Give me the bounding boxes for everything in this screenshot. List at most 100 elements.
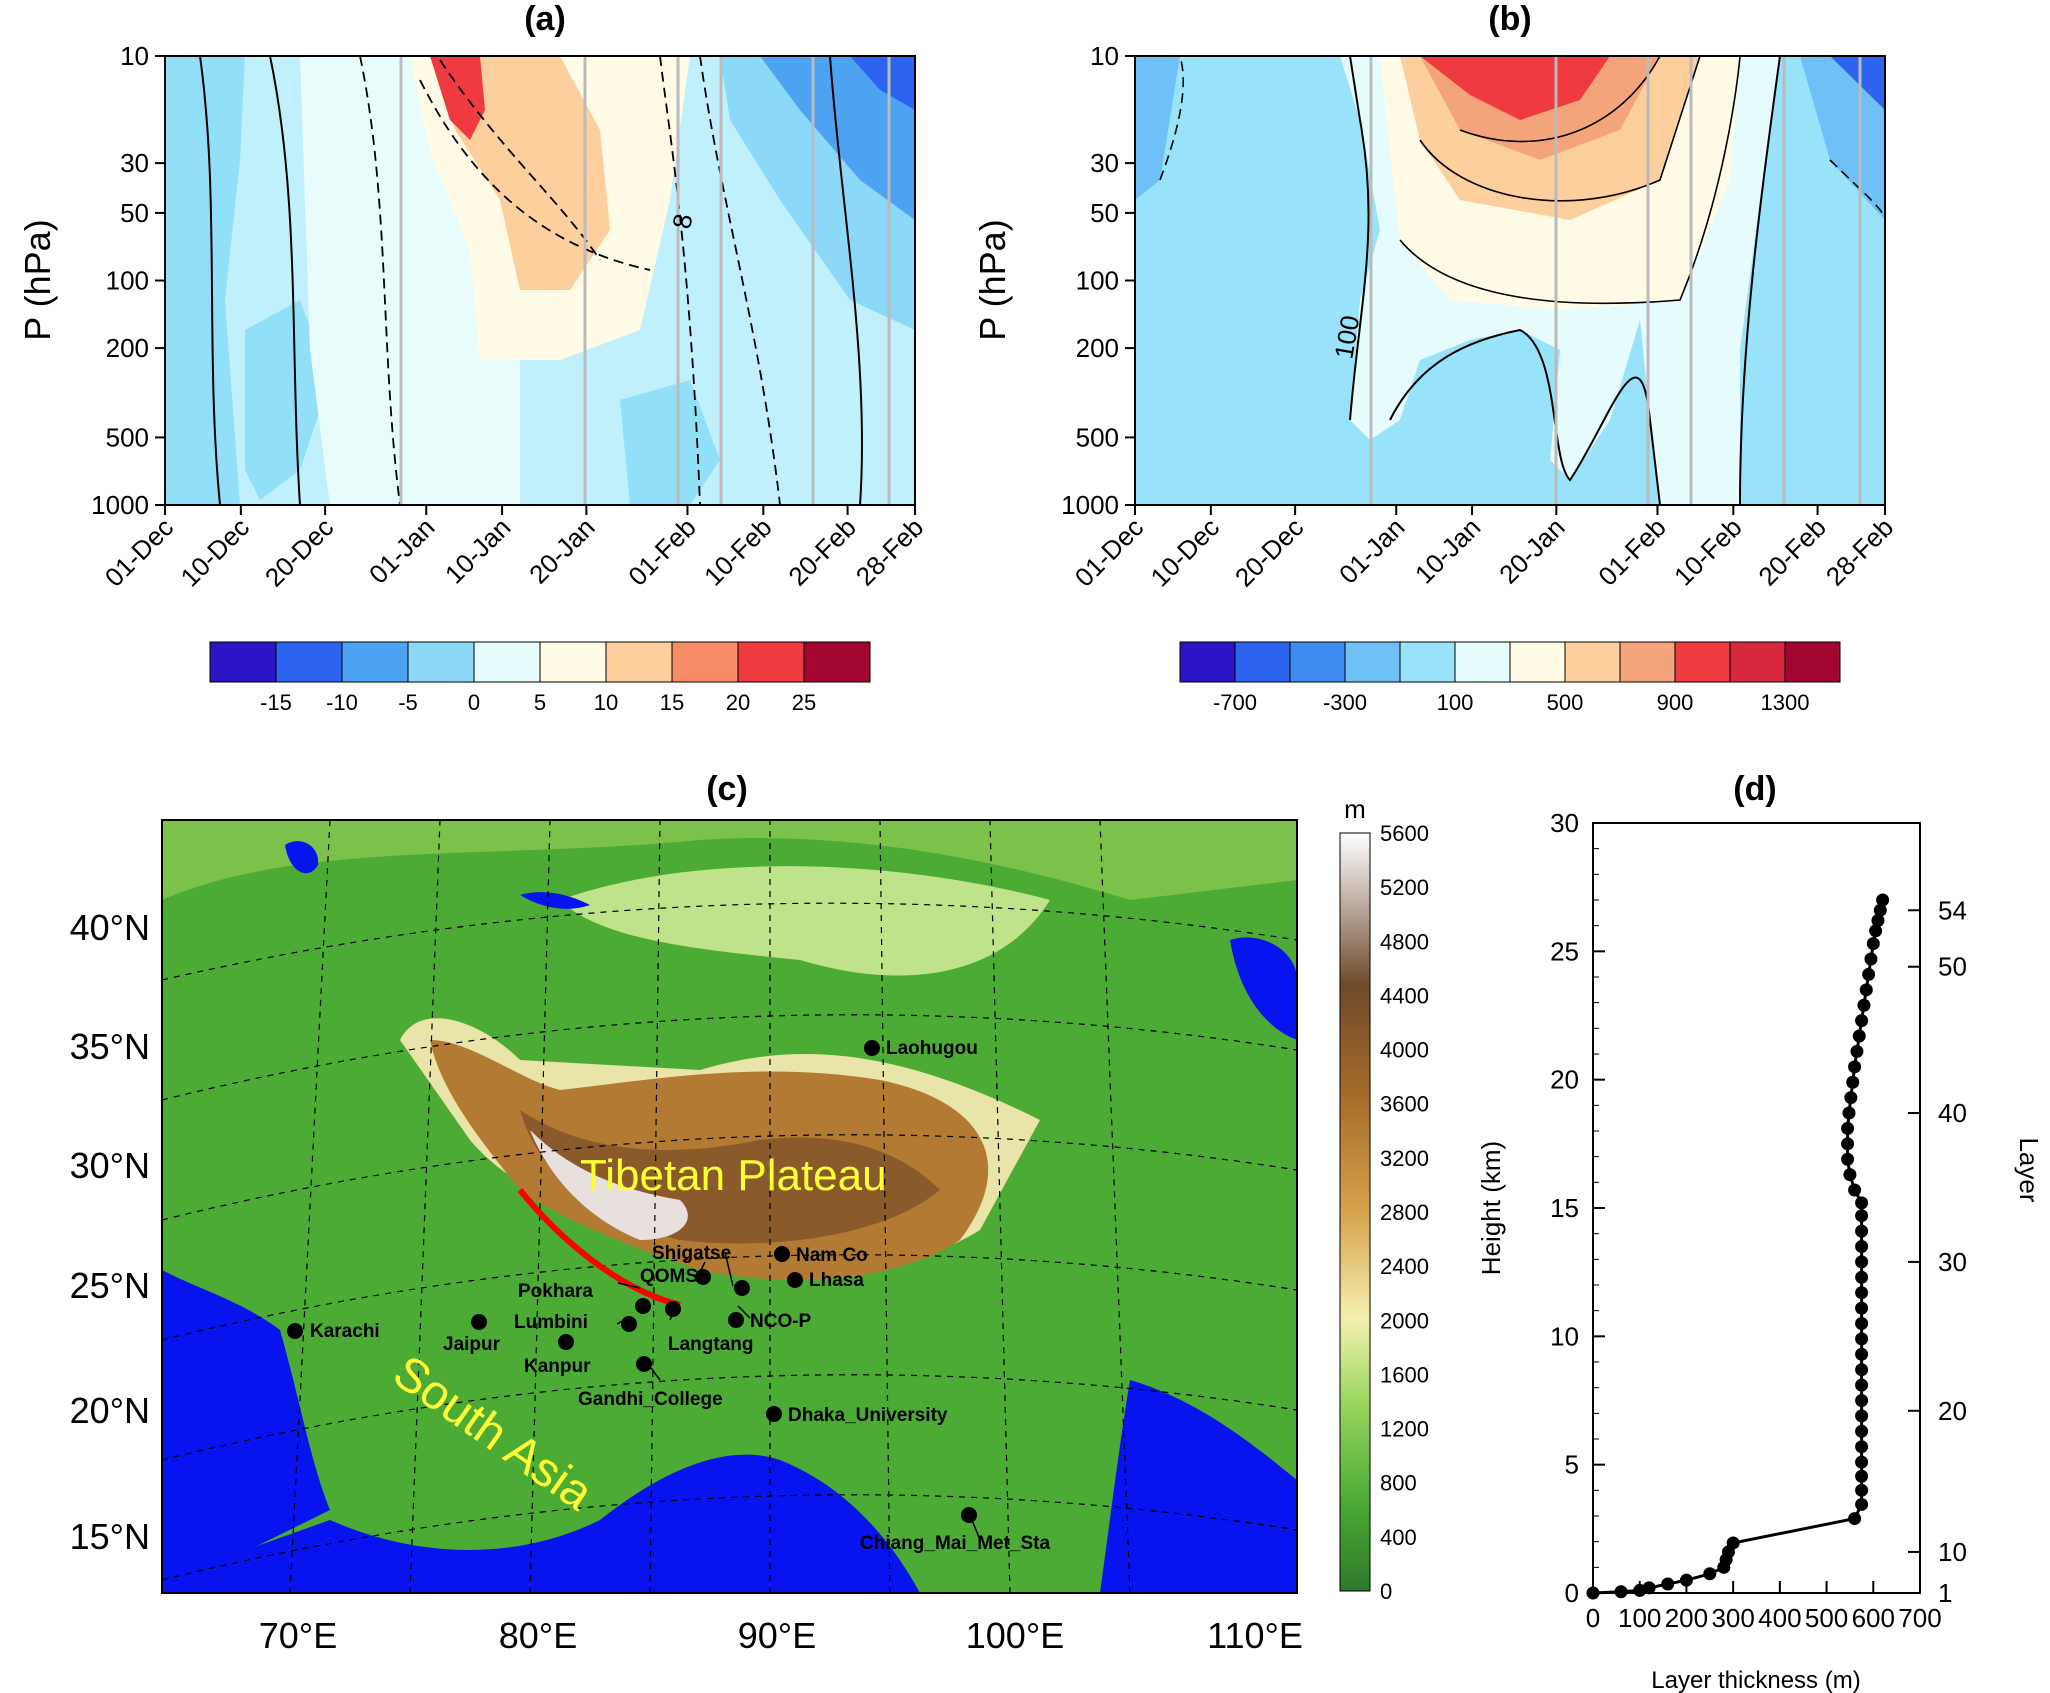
station-label: QOMS [640,1266,698,1287]
elevation-tick-label: 0 [1380,1579,1392,1604]
profile-point [1679,1573,1693,1587]
panel_b-ytick-label: 500 [1076,422,1119,452]
profile-point [1842,1106,1856,1120]
layer-tick-label: 54 [1938,895,1967,925]
panel-c: (c) [70,770,1429,1656]
latitude-label: 35°N [70,1026,150,1067]
layer-tick-label: 50 [1938,952,1967,982]
panel_a-ytick-label: 10 [120,41,149,71]
profile-point [1703,1567,1717,1581]
panel_b-xtick-label: 01-Feb [1592,512,1671,591]
panel_b-colorbar-bin [1564,641,1621,683]
panel_a-colorbar-bin [605,641,673,683]
thickness-tick-label: 700 [1898,1603,1941,1633]
profile-point [1855,1497,1869,1511]
profile-point [1841,1137,1855,1151]
panel-a-contour [199,56,221,505]
panel-d-ylabel: Height (km) [1476,1141,1506,1275]
panel-d-xlabel: Layer thickness (m) [1651,1667,1860,1693]
elevation-tick-label: 2800 [1380,1200,1429,1225]
profile-point [1855,1301,1869,1315]
panel-d-right-label: Layer [2014,1137,2044,1202]
profile-points [1586,893,1890,1600]
panel-b-contour-label: 100 [1328,313,1365,361]
profile-point [1866,937,1880,951]
profile-point [1855,1394,1869,1407]
panel-b: (b) 100 [972,0,1899,715]
panel-b-ylabel: P (hPa) [972,219,1013,340]
height-tick-label: 25 [1550,936,1579,966]
thickness-tick-label: 300 [1711,1603,1754,1633]
profile-point [1848,1183,1862,1197]
latitude-label: 30°N [70,1145,150,1186]
panel_a-xtick-label: 01-Feb [622,512,701,591]
station-dot [787,1272,803,1288]
elevation-colorbar [1339,832,1371,1592]
panel_b-colorbar-bin [1619,641,1676,683]
panel_b-ytick-label: 100 [1076,266,1119,296]
station-label: Kanpur [524,1356,591,1377]
panel-c-frame [161,819,1298,1594]
panel-a: (a) [17,0,929,715]
map-terrain-north [162,820,1297,900]
profile-point [1855,1332,1869,1346]
height-tick-label: 30 [1550,808,1579,838]
station-leader-lines [616,1251,981,1541]
profile-point [1855,1255,1869,1269]
layer-tick-label: 40 [1938,1098,1967,1128]
profile-point [1841,1121,1855,1135]
thickness-tick-label: 400 [1758,1603,1801,1633]
panel_a-colorbar-bin [803,641,871,683]
station-dot [665,1301,681,1317]
station-label: Shigatse [652,1243,731,1264]
panel_b-xtick-label: 01-Jan [1333,512,1410,589]
profile-point [1855,1424,1869,1438]
profile-point [1855,1440,1869,1454]
profile-point [1855,1240,1869,1253]
elevation-tick-label: 400 [1380,1525,1417,1550]
thickness-tick-label: 500 [1805,1603,1848,1633]
panel_a-xtick-label: 20-Dec [259,512,339,592]
elevation-tick-label: 2000 [1380,1308,1429,1333]
station-label: NCO-P [750,1311,812,1332]
profile-point [1844,1091,1858,1105]
profile-point [1661,1577,1675,1591]
panel_a-ytick-label: 50 [120,198,149,228]
panel_a-xtick-label: 01-Dec [99,512,179,592]
panel_b-colorbar-label: -300 [1323,690,1367,715]
elevation-tick-label: 5200 [1380,875,1429,900]
profile-point [1855,1209,1869,1223]
profile-point [1642,1581,1656,1595]
map-aral-sea [285,841,319,874]
panel_b-xtick-label: 28-Feb [1820,512,1899,591]
panel-a-contour [419,79,651,271]
profile-point [1855,1347,1869,1361]
panel-a-colorbar: -15 -10 -5 0 5 10 15 20 25 [209,641,871,715]
panel-b-contour [1829,159,1885,221]
height-tick-label: 15 [1550,1193,1579,1223]
station-dot [734,1280,750,1296]
profile-point [1848,1512,1862,1526]
panel_a-ytick-label: 30 [120,148,149,178]
panel_a-colorbar-label: 0 [468,690,480,715]
layer-tick-label: 1 [1938,1578,1952,1608]
map-terrain-tarim [560,866,1050,976]
panel-b-contour [1349,56,1370,421]
profile-point [1855,1378,1869,1392]
panel_b-colorbar-bin [1509,641,1566,683]
panel_a-colorbar-label: -5 [398,690,418,715]
panel-b-contour [1459,56,1661,143]
elevation-tick-label: 1600 [1380,1362,1429,1387]
station-label: Pokhara [518,1281,593,1302]
panel_b-colorbar-bin [1289,641,1346,683]
panel-d-thickness-ticks: 0 100 200 300 400 500 600 700 [1586,1581,1942,1633]
panel_b-colorbar-bin [1399,641,1456,683]
profile-point [1855,1224,1869,1238]
station-dot [635,1298,651,1314]
thickness-tick-label: 200 [1665,1603,1708,1633]
panel-b-colorbar: -700 -300 100 500 900 1300 [1179,641,1841,715]
station-dot [961,1507,977,1523]
map-bohai-sea [1230,937,1297,1040]
